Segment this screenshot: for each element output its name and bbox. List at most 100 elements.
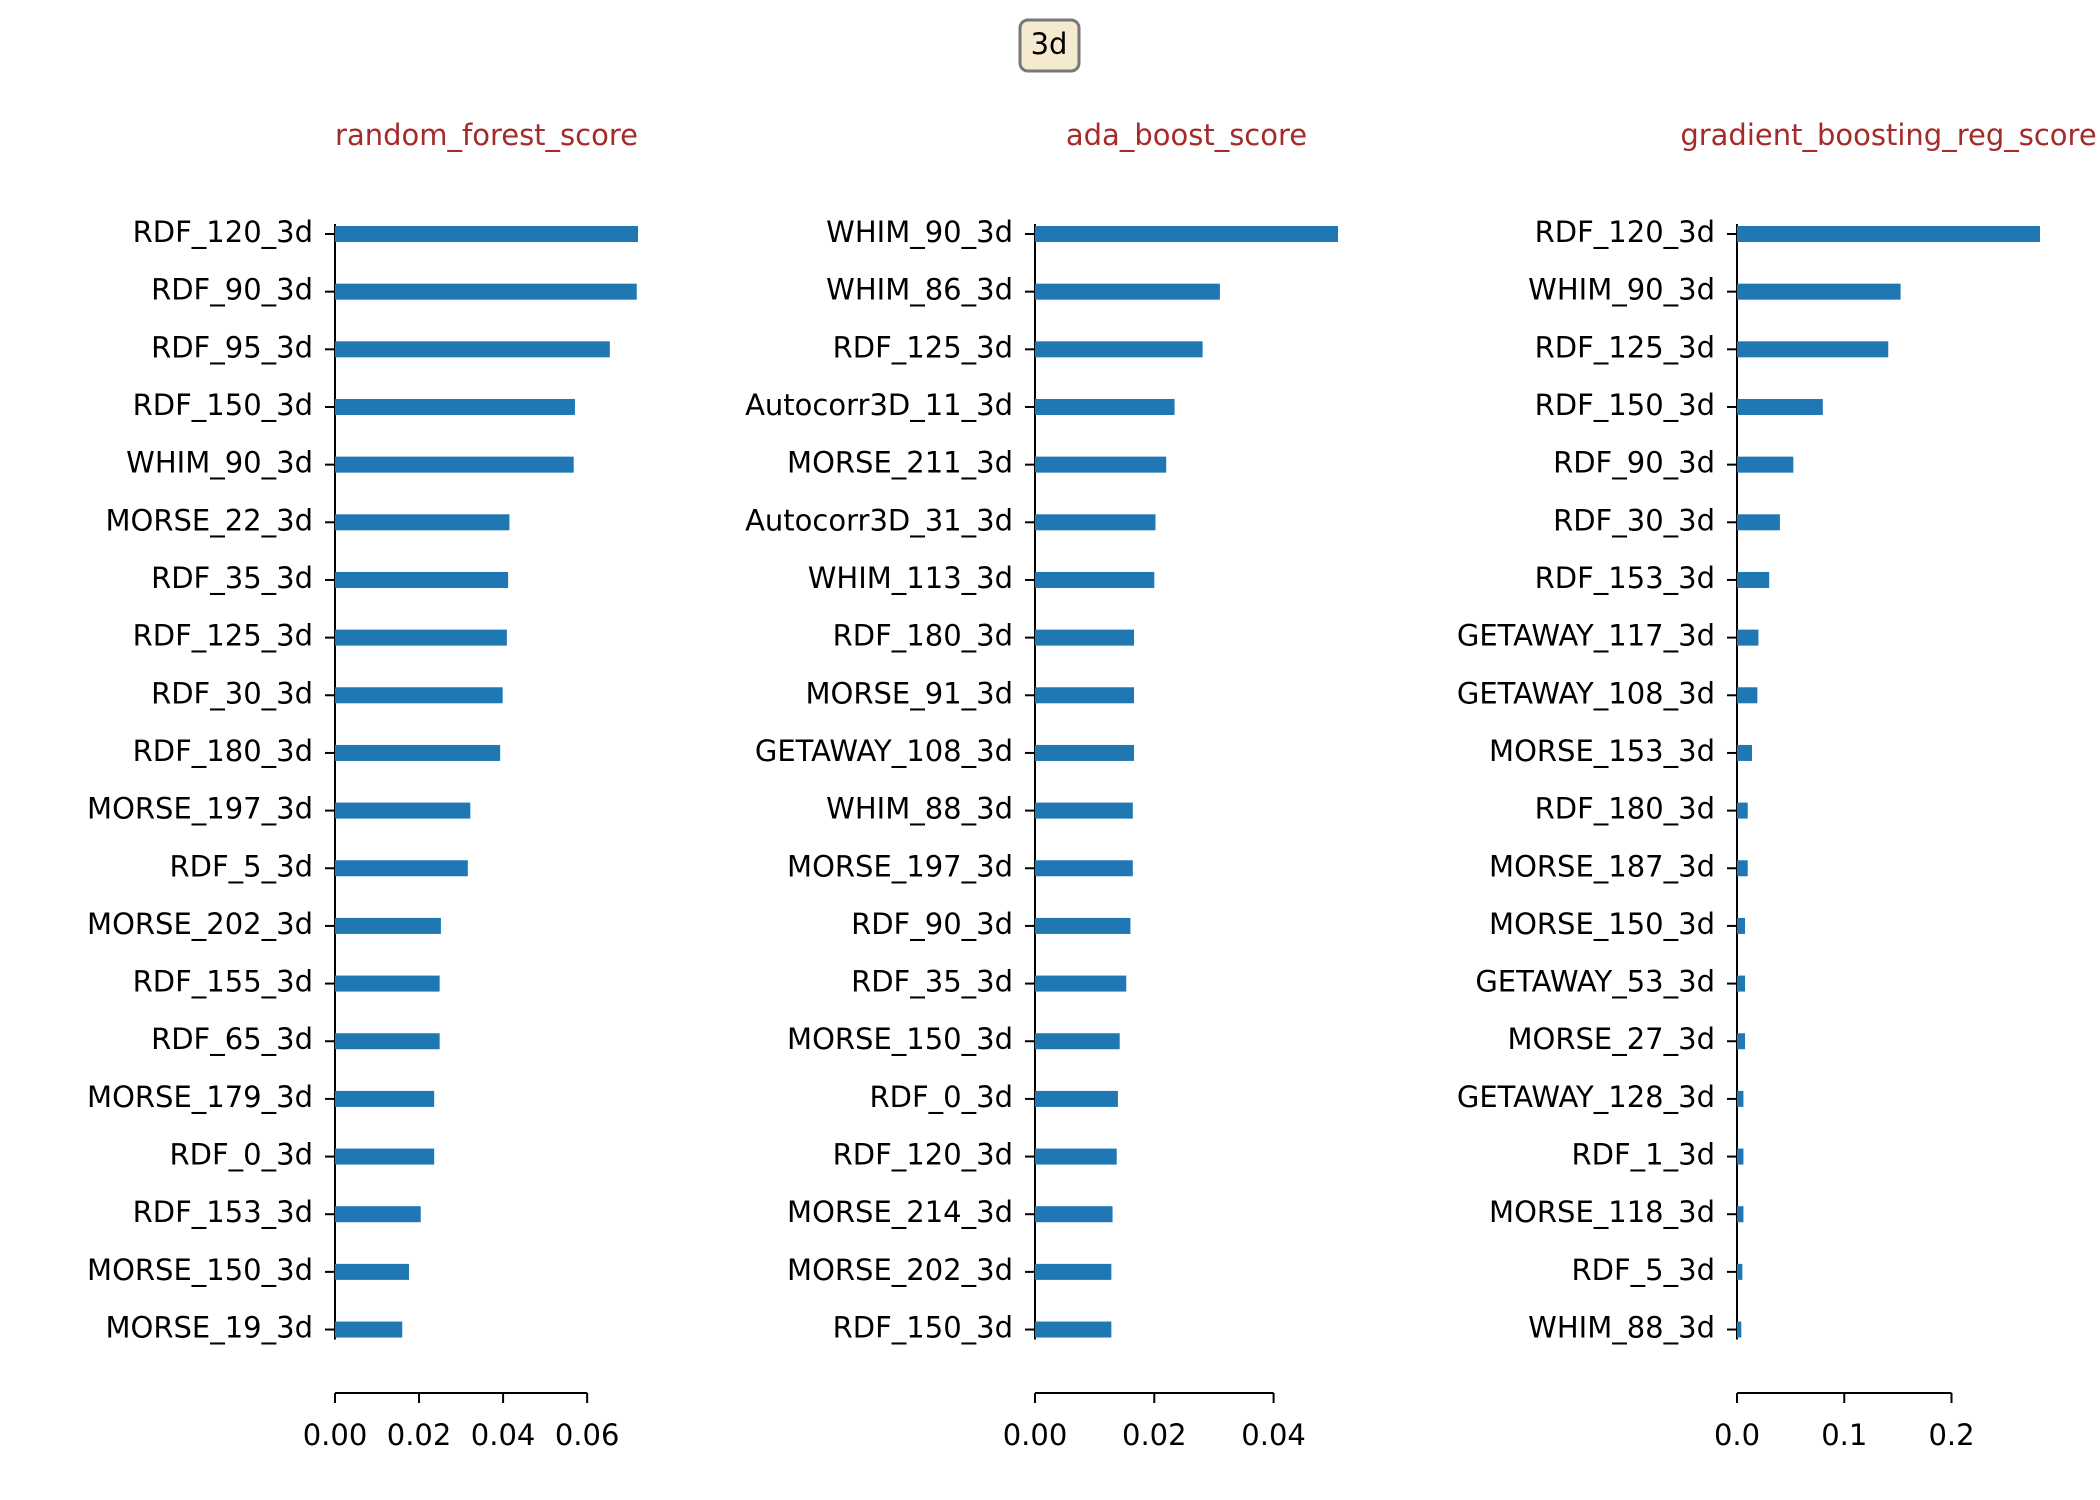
x-tick-label: 0.04 — [471, 1418, 536, 1452]
bar — [335, 1321, 403, 1338]
y-tick-label: MORSE_179_3d — [87, 1080, 313, 1114]
y-tick-label: MORSE_150_3d — [787, 1022, 1013, 1056]
y-tick-label: GETAWAY_108_3d — [1457, 676, 1715, 710]
y-tick-label: MORSE_202_3d — [87, 907, 313, 941]
y-tick-label: RDF_0_3d — [170, 1138, 313, 1172]
figure-title-box — [1018, 18, 1081, 73]
y-tick-label: WHIM_113_3d — [808, 561, 1013, 595]
bar — [1035, 629, 1135, 646]
y-tick-label: RDF_95_3d — [151, 330, 313, 364]
y-tick-label: MORSE_153_3d — [1489, 734, 1715, 768]
bar — [335, 1206, 421, 1223]
y-tick-label: RDF_1_3d — [1572, 1138, 1715, 1172]
bar — [335, 1090, 435, 1107]
bar — [1035, 1033, 1120, 1050]
bar — [335, 802, 471, 819]
bar — [1035, 226, 1338, 242]
bar — [1737, 571, 1770, 588]
bar — [335, 1033, 440, 1050]
bar — [1737, 802, 1748, 819]
x-tick-label: 0.00 — [303, 1418, 368, 1452]
y-tick-label: RDF_35_3d — [851, 965, 1013, 999]
y-tick-label: RDF_150_3d — [833, 1311, 1013, 1345]
bar — [1737, 283, 1901, 300]
y-tick-label: MORSE_118_3d — [1489, 1195, 1715, 1229]
y-tick-label: RDF_125_3d — [133, 619, 313, 653]
y-tick-label: MORSE_91_3d — [806, 676, 1014, 710]
chart-title: ada_boost_score — [1066, 118, 1307, 152]
y-tick-label: MORSE_150_3d — [87, 1253, 313, 1287]
y-tick-label: RDF_120_3d — [833, 1138, 1013, 1172]
bar — [335, 514, 510, 531]
y-tick-label: MORSE_211_3d — [787, 446, 1013, 480]
bar — [1035, 917, 1131, 934]
y-tick-label: RDF_5_3d — [1572, 1253, 1715, 1287]
bar — [1737, 1090, 1744, 1107]
y-tick-label: WHIM_88_3d — [1528, 1311, 1715, 1345]
y-tick-label: MORSE_27_3d — [1508, 1022, 1716, 1056]
bar — [1035, 687, 1135, 704]
bar — [1737, 514, 1780, 531]
bar — [1737, 744, 1753, 761]
bar — [335, 629, 507, 646]
bar — [1035, 1321, 1112, 1338]
bar — [1737, 687, 1758, 704]
bar — [335, 1148, 435, 1165]
y-tick-label: RDF_30_3d — [1553, 503, 1715, 537]
y-tick-label: MORSE_197_3d — [787, 849, 1013, 883]
y-tick-label: MORSE_202_3d — [787, 1253, 1013, 1287]
y-tick-label: RDF_150_3d — [1535, 388, 1715, 422]
y-tick-label: GETAWAY_108_3d — [755, 734, 1013, 768]
bar — [1737, 1321, 1742, 1338]
y-tick-label: WHIM_88_3d — [826, 792, 1013, 826]
y-tick-label: GETAWAY_128_3d — [1457, 1080, 1715, 1114]
bar — [1035, 975, 1127, 992]
y-tick-label: RDF_155_3d — [133, 965, 313, 999]
y-tick-label: RDF_153_3d — [133, 1195, 313, 1229]
bar — [1035, 860, 1133, 877]
bar — [335, 571, 509, 588]
bar — [1737, 860, 1748, 877]
bar — [335, 226, 638, 242]
bar — [1737, 341, 1889, 358]
bar — [1737, 1148, 1744, 1165]
bar — [1035, 1090, 1118, 1107]
y-tick-label: RDF_30_3d — [151, 676, 313, 710]
y-tick-label: RDF_90_3d — [851, 907, 1013, 941]
bar — [1035, 571, 1155, 588]
y-tick-label: RDF_125_3d — [833, 330, 1013, 364]
bar — [1035, 802, 1133, 819]
bar — [1035, 283, 1220, 300]
y-tick-label: RDF_5_3d — [170, 849, 313, 883]
bar — [1035, 744, 1135, 761]
bar — [335, 860, 468, 877]
y-tick-label: MORSE_19_3d — [106, 1311, 314, 1345]
bar — [1737, 226, 2040, 242]
bar — [335, 283, 637, 300]
y-tick-label: RDF_153_3d — [1535, 561, 1715, 595]
x-tick-label: 0.00 — [1003, 1418, 1068, 1452]
y-tick-label: RDF_90_3d — [1553, 446, 1715, 480]
y-tick-label: RDF_65_3d — [151, 1022, 313, 1056]
x-tick-label: 0.04 — [1241, 1418, 1306, 1452]
y-tick-label: WHIM_86_3d — [826, 273, 1013, 307]
bar — [1737, 975, 1746, 992]
bar — [335, 456, 574, 473]
bar — [335, 398, 575, 415]
bar — [1035, 1148, 1117, 1165]
bar — [335, 744, 501, 761]
y-tick-label: MORSE_22_3d — [106, 503, 314, 537]
x-tick-label: 0.06 — [555, 1418, 620, 1452]
y-tick-label: WHIM_90_3d — [826, 215, 1013, 249]
bar — [1035, 514, 1156, 531]
bar — [1737, 917, 1746, 934]
y-tick-label: RDF_120_3d — [133, 215, 313, 249]
bar — [1035, 1206, 1113, 1223]
y-tick-label: MORSE_214_3d — [787, 1195, 1013, 1229]
bar — [1035, 341, 1203, 358]
bar — [335, 687, 503, 704]
bar — [1737, 398, 1823, 415]
x-tick-label: 0.1 — [1821, 1418, 1867, 1452]
bar — [335, 917, 441, 934]
